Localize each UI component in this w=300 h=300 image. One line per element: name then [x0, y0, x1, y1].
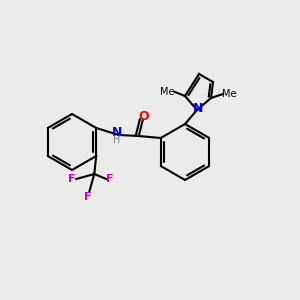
Text: F: F [68, 174, 76, 184]
Text: F: F [106, 174, 114, 184]
Text: Me: Me [160, 87, 174, 97]
Text: N: N [193, 103, 203, 116]
Text: F: F [85, 192, 92, 202]
Text: H: H [113, 135, 120, 145]
Text: N: N [112, 125, 122, 139]
Text: O: O [138, 110, 149, 122]
Text: Me: Me [222, 89, 236, 99]
